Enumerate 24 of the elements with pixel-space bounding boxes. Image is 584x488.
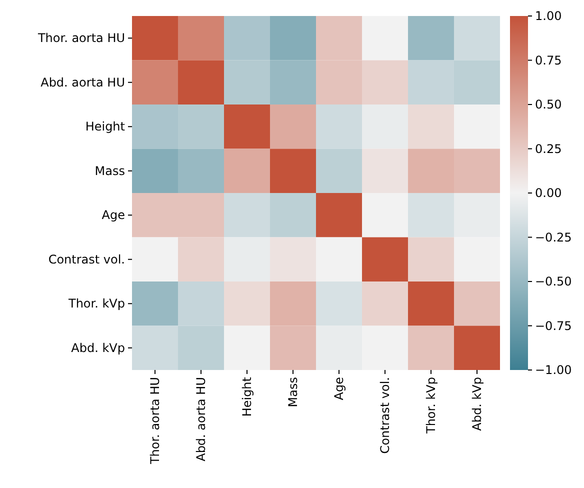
y-tick-label: Thor. aorta HU <box>36 31 125 46</box>
y-tick-label: Height <box>85 120 126 134</box>
y-tick-label: Abd. aorta HU <box>40 75 125 90</box>
x-tick-label: Thor. kVp <box>424 377 438 435</box>
x-tick-label: Contrast vol. <box>378 377 392 454</box>
color-bar-label: 0.25 <box>535 142 562 156</box>
color-bar-label: −0.75 <box>535 318 572 333</box>
color-bar-label: −0.25 <box>535 230 572 244</box>
y-tick-label: Mass <box>94 164 125 178</box>
x-tick-label: Abd. aorta HU <box>194 377 208 462</box>
color-bar-label: 0.75 <box>535 53 562 68</box>
x-tick-label: Age <box>332 377 346 400</box>
color-bar-label: 1.00 <box>535 9 562 23</box>
y-tick-label: Age <box>102 208 125 222</box>
y-tick-label: Abd. kVp <box>71 340 125 355</box>
y-tick-label: Thor. kVp <box>67 296 125 311</box>
x-tick-label: Mass <box>286 377 300 408</box>
color-bar-label: −1.00 <box>535 363 572 377</box>
x-tick-label: Height <box>240 376 254 417</box>
color-bar-label: −0.50 <box>535 274 572 288</box>
color-bar-label: 0.50 <box>535 98 562 112</box>
color-bar-label: 0.00 <box>535 186 562 200</box>
x-tick-label: Abd. kVp <box>470 377 484 431</box>
y-tick-label: Contrast vol. <box>48 252 125 266</box>
